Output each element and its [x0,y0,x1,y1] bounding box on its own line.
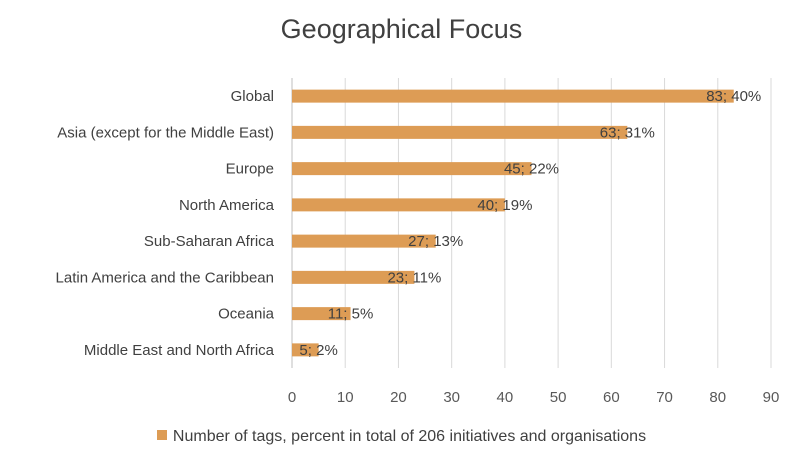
x-tick-label: 60 [603,389,620,406]
bar [292,162,532,176]
data-label: 11; 5% [328,306,374,323]
data-label: 5; 2% [299,342,337,359]
legend-label: Number of tags, percent in total of 206 … [172,428,647,445]
x-tick-label: 30 [443,389,460,406]
bar [292,307,351,321]
x-tick-label: 50 [550,389,567,406]
category-label: Oceania [218,306,275,323]
bar [292,89,734,103]
x-tick-label: 10 [337,389,354,406]
data-label: 40; 19% [477,197,532,214]
category-label: Middle East and North Africa [84,342,275,359]
category-label: Latin America and the Caribbean [56,269,274,286]
gridlines [291,78,772,368]
bar [292,198,505,212]
data-label: 45; 22% [504,161,559,178]
category-label: North America [179,197,275,214]
bar [292,234,436,248]
x-tick-label: 80 [709,389,726,406]
bar [292,270,415,284]
x-tick-label: 0 [288,389,296,406]
category-labels: Global Asia (except for the Middle East) E… [56,88,275,359]
data-label: 23; 11% [387,269,441,286]
chart-title: Geographical Focus [280,14,523,44]
x-tick-label: 20 [390,389,407,406]
x-tick-label: 90 [763,389,780,406]
data-label: 83; 40% [706,88,761,105]
bar [292,343,319,357]
bar [292,125,628,139]
category-label: Europe [226,161,274,178]
category-label: Asia (except for the Middle East) [57,124,274,141]
data-labels: 83; 40% 63; 31% 45; 22% 40; 19% 27; 13% 23; 1… [299,88,761,359]
x-tick-labels: 0 10 20 30 40 50 60 70 80 90 [288,389,780,406]
legend-swatch [156,430,167,440]
x-tick-label: 40 [497,389,514,406]
data-label: 63; 31% [600,124,655,141]
bars [292,89,734,357]
category-label: Sub-Saharan Africa [144,233,275,250]
x-tick-label: 70 [656,389,673,406]
legend: Number of tags, percent in total of 206 … [0,428,803,446]
data-label: 27; 13% [408,233,463,250]
category-label: Global [231,88,274,105]
